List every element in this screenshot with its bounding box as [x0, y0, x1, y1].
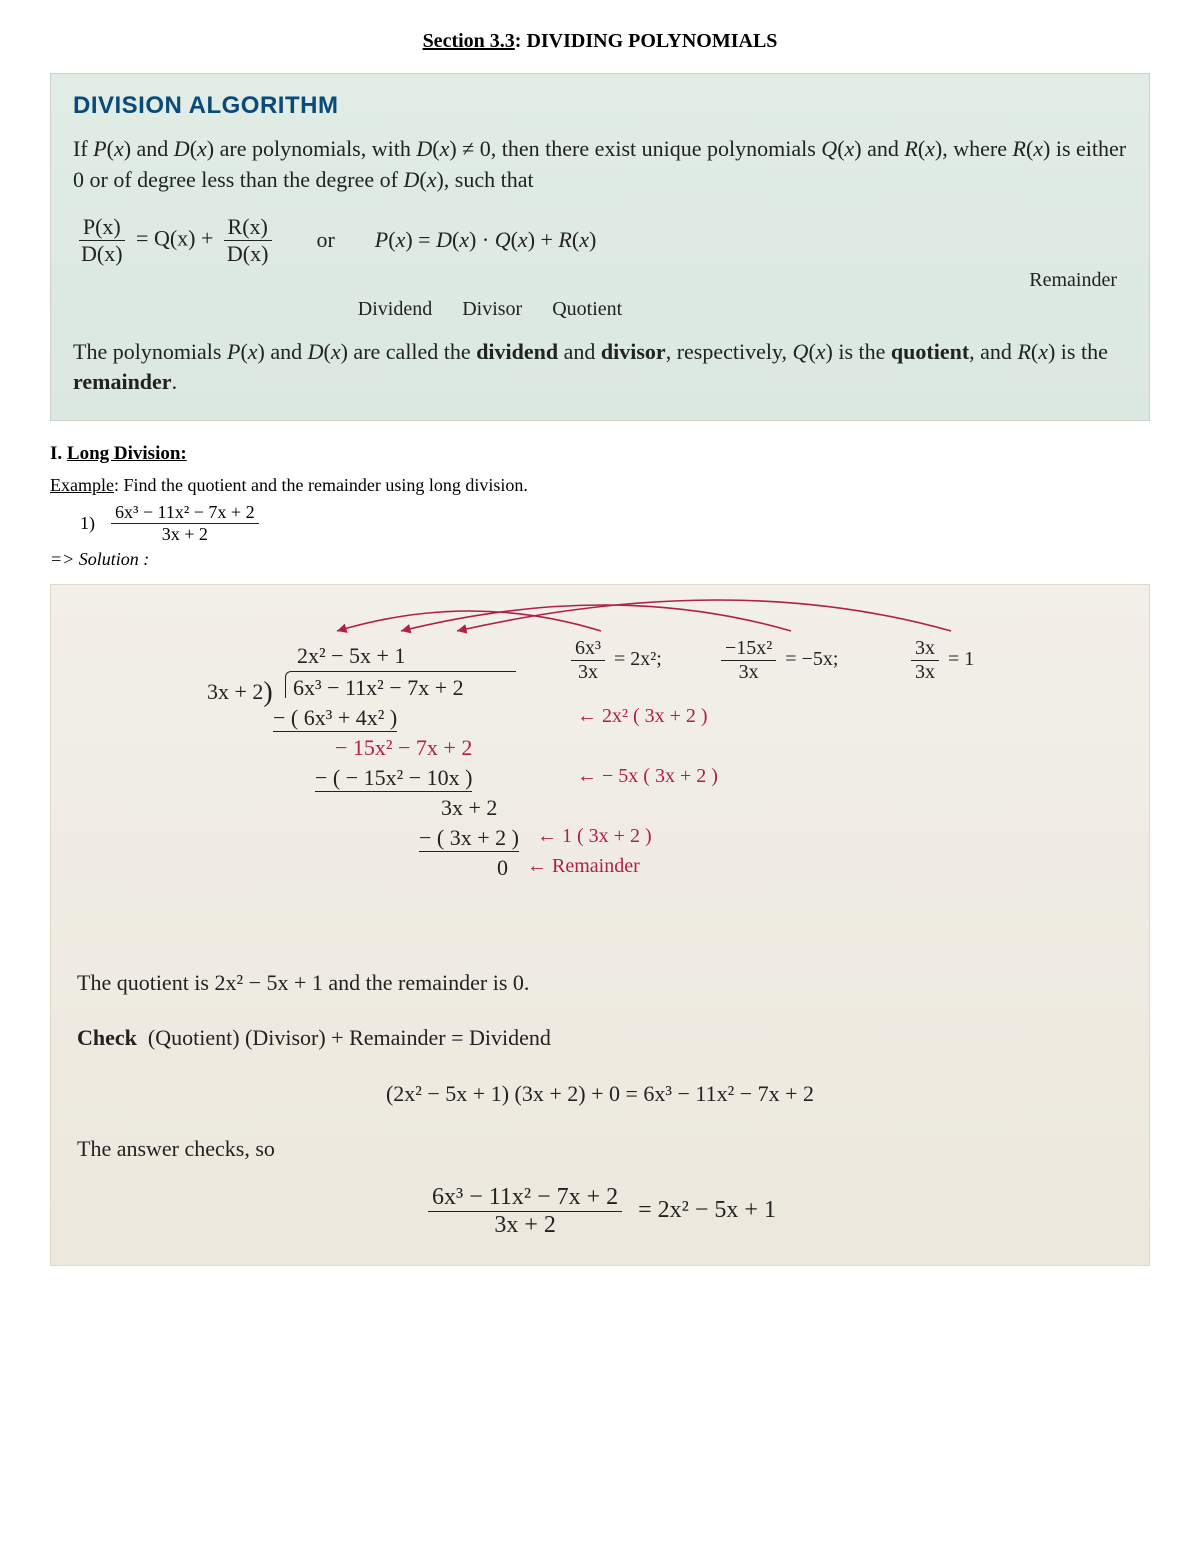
- step2-sub-text: − ( − 15x² − 10x ): [315, 765, 472, 792]
- section-label: Section 3.3: [423, 30, 515, 52]
- answer-checks: The answer checks, so: [77, 1131, 1123, 1166]
- num-px: P(x): [79, 214, 125, 241]
- example-text: : Find the quotient and the remainder us…: [114, 475, 528, 495]
- heading-prefix: I.: [50, 443, 62, 464]
- check-equation: (2x² − 5x + 1) (3x + 2) + 0 = 6x³ − 11x²…: [77, 1076, 1123, 1111]
- problem-1: 1) 6x³ − 11x² − 7x + 2 3x + 2: [80, 502, 1150, 545]
- sc2-frac: −15x² 3x: [721, 637, 776, 684]
- divisor: 3x + 2): [207, 675, 273, 707]
- long-division-heading: I. Long Division:: [50, 443, 1150, 465]
- title-sep: :: [515, 30, 527, 52]
- sc3-eq: = 1: [948, 648, 974, 670]
- final-num: 6x³ − 11x² − 7x + 2: [428, 1184, 622, 1212]
- sc2-den: 3x: [735, 661, 763, 684]
- title-text: DIVIDING POLYNOMIALS: [526, 30, 777, 52]
- sc3-frac: 3x 3x: [911, 637, 939, 684]
- page: Section 3.3: DIVIDING POLYNOMIALS DIVISI…: [0, 0, 1200, 1296]
- sc2-eq: = −5x;: [785, 648, 838, 670]
- step1-sub-text: − ( 6x³ + 4x² ): [273, 705, 397, 732]
- algorithm-intro: If P(x) and D(x) are polynomials, with D…: [73, 134, 1127, 196]
- problem-fraction: 6x³ − 11x² − 7x + 2 3x + 2: [111, 502, 259, 545]
- algorithm-closing: The polynomials P(x) and D(x) are called…: [73, 337, 1127, 399]
- dividend: 6x³ − 11x² − 7x + 2: [293, 675, 464, 701]
- eq-right: P(x) = D(x) · Q(x) + R(x): [375, 227, 597, 253]
- frac-px-dx: P(x) D(x): [77, 214, 127, 267]
- example-label: Example: [50, 475, 114, 495]
- label-dividend: Dividend: [358, 298, 432, 321]
- final-fraction: 6x³ − 11x² − 7x + 2 3x + 2: [428, 1184, 622, 1239]
- final-rhs: = 2x² − 5x + 1: [638, 1197, 776, 1223]
- eq-mid: = Q(x) +: [136, 225, 213, 250]
- check-label: Check: [77, 1025, 137, 1050]
- remainder-annotation: ← Remainder: [527, 855, 640, 878]
- step3-sub-text: − ( 3x + 2 ): [419, 825, 519, 852]
- problem-num: 6x³ − 11x² − 7x + 2: [111, 502, 259, 524]
- sc1-eq: = 2x²;: [614, 648, 662, 670]
- algorithm-heading: DIVISION ALGORITHM: [73, 92, 1127, 120]
- quotient-statement: The quotient is 2x² − 5x + 1 and the rem…: [77, 965, 1123, 1000]
- solution-label: => Solution :: [50, 549, 1150, 570]
- or-label: or: [316, 227, 334, 253]
- equation-labels: Dividend Divisor Quotient: [73, 298, 907, 321]
- algorithm-equation-row: P(x) D(x) = Q(x) + R(x) D(x) or P(x) = D…: [73, 214, 1127, 267]
- annotation-2: ← − 5x ( 3x + 2 ): [577, 765, 718, 788]
- num-rx: R(x): [224, 214, 272, 241]
- quotient-line: 2x² − 5x + 1: [297, 643, 405, 669]
- den-dx2: D(x): [223, 241, 273, 267]
- sc3-num: 3x: [911, 637, 939, 661]
- step1-subtract: − ( 6x³ + 4x² ): [273, 705, 397, 732]
- check-text: (Quotient) (Divisor) + Remainder = Divid…: [148, 1025, 551, 1050]
- divisor-text: 3x + 2: [207, 679, 263, 704]
- label-divisor: Divisor: [462, 298, 522, 321]
- step2-result: 3x + 2: [441, 795, 497, 821]
- step3-subtract: − ( 3x + 2 ): [419, 825, 519, 852]
- division-algorithm-box: DIVISION ALGORITHM If P(x) and D(x) are …: [50, 73, 1150, 421]
- step2-subtract: − ( − 15x² − 10x ): [315, 765, 472, 792]
- final-den: 3x + 2: [490, 1212, 560, 1239]
- problem-den: 3x + 2: [158, 524, 212, 545]
- eq-left: P(x) D(x) = Q(x) + R(x) D(x): [73, 214, 276, 267]
- side-calc-2: −15x² 3x = −5x;: [717, 637, 838, 684]
- worked-solution-box: 2x² − 5x + 1 3x + 2) 6x³ − 11x² − 7x + 2…: [50, 584, 1150, 1266]
- sc1-frac: 6x³ 3x: [571, 637, 605, 684]
- side-calc-1: 6x³ 3x = 2x²;: [567, 637, 662, 684]
- annotation-1: ← 2x² ( 3x + 2 ): [577, 705, 708, 728]
- remainder-label: Remainder: [73, 269, 1117, 292]
- sc1-den: 3x: [574, 661, 602, 684]
- step1-result: − 15x² − 7x + 2: [335, 735, 472, 761]
- label-quotient: Quotient: [552, 298, 622, 321]
- final-equation: 6x³ − 11x² − 7x + 2 3x + 2 = 2x² − 5x + …: [77, 1184, 1123, 1239]
- den-dx: D(x): [77, 241, 127, 267]
- check-line: Check (Quotient) (Divisor) + Remainder =…: [77, 1020, 1123, 1055]
- frac-rx-dx: R(x) D(x): [223, 214, 273, 267]
- long-division-work: 2x² − 5x + 1 3x + 2) 6x³ − 11x² − 7x + 2…: [207, 615, 1123, 945]
- page-title: Section 3.3: DIVIDING POLYNOMIALS: [50, 30, 1150, 53]
- final-zero: 0: [497, 855, 508, 881]
- example-line: Example: Find the quotient and the remai…: [50, 475, 1150, 496]
- sc3-den: 3x: [911, 661, 939, 684]
- heading-text: Long Division:: [67, 443, 187, 464]
- annotation-3: ← 1 ( 3x + 2 ): [537, 825, 652, 848]
- side-calc-3: 3x 3x = 1: [907, 637, 974, 684]
- sc2-num: −15x²: [721, 637, 776, 661]
- sc1-num: 6x³: [571, 637, 605, 661]
- item-number: 1): [80, 513, 95, 534]
